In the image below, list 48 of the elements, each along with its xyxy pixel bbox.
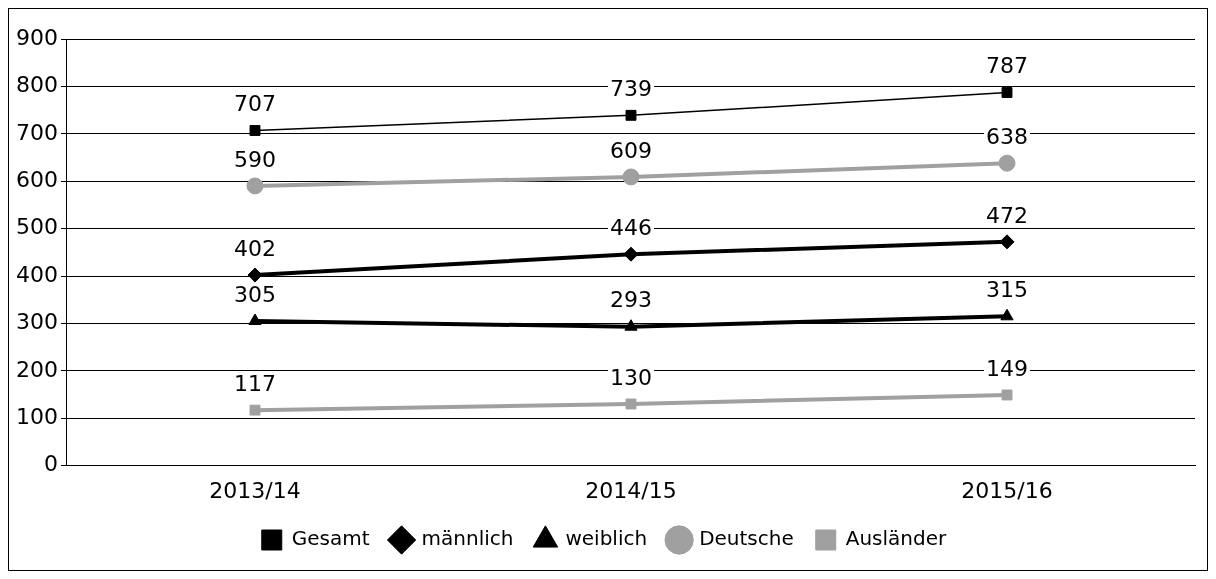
- y-tick-label: 200: [15, 356, 58, 382]
- legend-label: Deutsche: [699, 526, 794, 551]
- data-label: 315: [986, 277, 1028, 303]
- point: [625, 109, 637, 121]
- point: [623, 246, 639, 262]
- legend-label: weiblich: [565, 526, 648, 551]
- x-tick-label: 2013/14: [209, 477, 301, 503]
- point: [1000, 308, 1014, 321]
- point: [246, 177, 264, 195]
- y-tick-label: 700: [15, 119, 58, 145]
- point: [999, 234, 1015, 250]
- y-tick-label: 800: [15, 72, 58, 98]
- data-label: 149: [986, 355, 1028, 381]
- point: [249, 404, 261, 416]
- y-tick-label: 0: [43, 451, 58, 477]
- y-tick-label: 500: [15, 214, 58, 240]
- point: [247, 267, 263, 283]
- data-label: 293: [610, 287, 652, 313]
- x-tick-label: 2015/16: [961, 477, 1053, 503]
- y-tick-label: 300: [15, 309, 58, 335]
- point: [998, 154, 1016, 172]
- point: [249, 125, 261, 136]
- data-label: 638: [986, 123, 1028, 149]
- y-tick-label: 600: [15, 166, 58, 192]
- legend-label: Gesamt: [291, 526, 370, 551]
- data-label: 446: [610, 214, 652, 240]
- legend-label: Ausländer: [845, 526, 948, 551]
- data-label: 402: [233, 235, 276, 261]
- point: [248, 313, 262, 326]
- data-label: 787: [986, 53, 1028, 79]
- data-label: 707: [233, 91, 276, 117]
- point: [1001, 389, 1013, 401]
- y-tick-label: 400: [15, 261, 58, 287]
- data-label: 472: [986, 202, 1028, 228]
- data-label: 739: [610, 76, 652, 102]
- data-label: 130: [610, 364, 652, 390]
- point: [622, 168, 640, 186]
- point: [624, 319, 638, 331]
- data-label: 590: [233, 146, 276, 172]
- data-label: 305: [233, 281, 276, 307]
- data-label: 609: [610, 137, 652, 163]
- x-tick-label: 2014/15: [585, 477, 677, 503]
- point: [1001, 87, 1013, 99]
- y-tick-label: 900: [15, 24, 58, 50]
- point: [625, 398, 637, 410]
- y-tick-label: 100: [15, 403, 58, 429]
- data-label: 117: [233, 370, 276, 396]
- legend-label: männlich: [421, 526, 514, 551]
